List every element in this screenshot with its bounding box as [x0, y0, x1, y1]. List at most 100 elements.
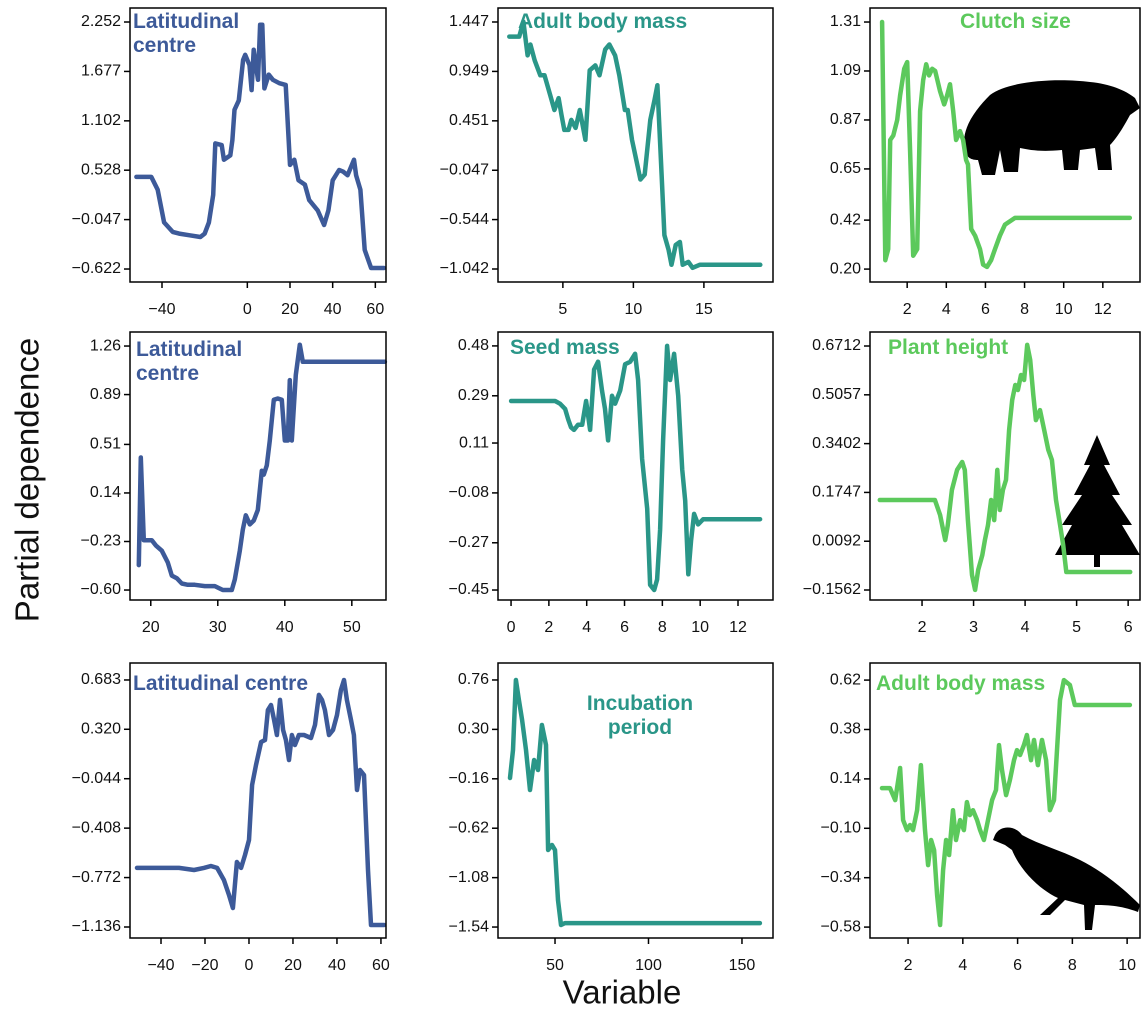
- y-tick-label: 1.447: [449, 13, 489, 30]
- x-tick-label: 2: [918, 619, 927, 636]
- panel-title: Latitudinal centre: [133, 672, 373, 696]
- x-tick-label: 2: [903, 301, 912, 318]
- x-tick-label: 4: [958, 957, 967, 974]
- y-tick-label: 0.528: [81, 161, 121, 178]
- x-tick-label: 60: [366, 301, 384, 318]
- x-tick-label: 2: [904, 957, 913, 974]
- x-tick-label: 4: [1021, 619, 1030, 636]
- y-tick-label: 0.3402: [812, 435, 861, 452]
- x-tick-label: 4: [942, 301, 951, 318]
- y-tick-label: −0.16: [449, 770, 490, 787]
- x-tick-label: 10: [624, 301, 642, 318]
- x-tick-label: 8: [1020, 301, 1029, 318]
- x-tick-label: 60: [372, 957, 390, 974]
- x-axis-label: Variable: [563, 974, 682, 1011]
- y-tick-label: −0.047: [440, 161, 489, 178]
- y-tick-label: 0.87: [830, 111, 861, 128]
- y-tick-label: 0.89: [90, 386, 121, 403]
- y-tick-label: −0.10: [821, 820, 862, 837]
- x-tick-label: 40: [324, 301, 342, 318]
- y-tick-label: −1.54: [449, 918, 490, 935]
- x-tick-label: 50: [546, 957, 564, 974]
- x-tick-label: 0: [245, 957, 254, 974]
- panel-title: Seed mass: [510, 336, 710, 360]
- y-tick-label: 0.14: [830, 770, 861, 787]
- x-tick-label: 6: [1124, 619, 1133, 636]
- y-tick-label: −0.34: [821, 869, 862, 886]
- y-tick-label: 0.76: [458, 671, 489, 688]
- y-tick-label: 0.62: [830, 671, 861, 688]
- x-tick-label: 4: [582, 619, 591, 636]
- x-tick-label: 10: [691, 619, 709, 636]
- x-tick-label: 6: [981, 301, 990, 318]
- x-tick-label: 12: [729, 619, 747, 636]
- x-tick-label: 12: [1094, 301, 1112, 318]
- y-tick-label: 0.949: [449, 63, 489, 80]
- x-tick-label: 15: [695, 301, 713, 318]
- data-line: [509, 22, 760, 268]
- bear-silhouette: [964, 80, 1140, 175]
- y-tick-label: −0.772: [72, 869, 121, 886]
- y-tick-label: −0.544: [440, 211, 489, 228]
- x-tick-label: 5: [1072, 619, 1081, 636]
- plot-frame: [498, 8, 773, 282]
- y-tick-label: 0.451: [449, 112, 489, 129]
- panel-title: Adult body mass: [876, 672, 1116, 696]
- panel-title: Incubation period: [560, 692, 720, 740]
- y-tick-label: 0.1747: [812, 484, 861, 501]
- y-tick-label: 1.102: [81, 112, 121, 129]
- y-tick-label: 2.252: [81, 13, 121, 30]
- y-tick-label: 1.31: [830, 13, 861, 30]
- page: Partial dependence Variable 2.2521.6771.…: [0, 0, 1142, 1013]
- panel-title: Plant height: [888, 336, 1088, 360]
- data-line: [511, 346, 760, 590]
- panel-title: Clutch size: [960, 10, 1130, 34]
- y-tick-label: −0.62: [449, 819, 490, 836]
- y-tick-label: 0.320: [81, 720, 121, 737]
- y-tick-label: 1.26: [90, 337, 121, 354]
- y-tick-label: −0.60: [81, 581, 122, 598]
- x-tick-label: 30: [209, 619, 227, 636]
- x-tick-label: 2: [544, 619, 553, 636]
- y-tick-label: −0.047: [72, 211, 121, 228]
- x-tick-label: 50: [343, 619, 361, 636]
- y-tick-label: −0.23: [81, 533, 122, 550]
- x-tick-label: 0: [507, 619, 516, 636]
- y-tick-label: 0.20: [830, 260, 861, 277]
- bird-silhouette: [993, 828, 1140, 931]
- y-tick-label: 0.51: [90, 436, 121, 453]
- y-axis-label: Partial dependence: [9, 338, 46, 622]
- x-tick-label: 8: [1068, 957, 1077, 974]
- y-tick-label: −1.08: [449, 869, 490, 886]
- x-tick-label: 10: [1055, 301, 1073, 318]
- x-tick-label: 8: [658, 619, 667, 636]
- x-tick-label: 20: [281, 301, 299, 318]
- y-tick-label: 0.14: [90, 484, 121, 501]
- y-tick-label: 0.29: [458, 387, 489, 404]
- x-tick-label: 150: [729, 957, 756, 974]
- y-tick-label: −1.042: [440, 260, 489, 277]
- x-tick-label: 20: [142, 619, 160, 636]
- x-tick-label: 40: [328, 957, 346, 974]
- figure: Partial dependence Variable 2.2521.6771.…: [0, 0, 1142, 1013]
- y-tick-label: −1.136: [72, 918, 121, 935]
- x-tick-label: 0: [243, 301, 252, 318]
- x-tick-label: −40: [148, 301, 175, 318]
- y-tick-label: −0.27: [449, 534, 490, 551]
- y-tick-label: 0.48: [458, 337, 489, 354]
- data-line: [137, 680, 384, 925]
- y-tick-label: −0.45: [449, 581, 490, 598]
- y-tick-label: 0.5057: [812, 386, 861, 403]
- y-tick-label: 0.65: [830, 160, 861, 177]
- x-tick-label: 3: [969, 619, 978, 636]
- x-tick-label: 6: [1013, 957, 1022, 974]
- x-tick-label: −20: [191, 957, 218, 974]
- y-tick-label: −0.622: [72, 260, 121, 277]
- y-tick-label: −0.58: [821, 918, 862, 935]
- x-tick-label: 6: [620, 619, 629, 636]
- y-tick-label: 0.11: [459, 434, 489, 451]
- y-tick-label: −0.408: [72, 819, 121, 836]
- x-tick-label: 5: [558, 301, 567, 318]
- y-tick-label: 0.6712: [812, 337, 861, 354]
- y-tick-label: 0.38: [830, 721, 861, 738]
